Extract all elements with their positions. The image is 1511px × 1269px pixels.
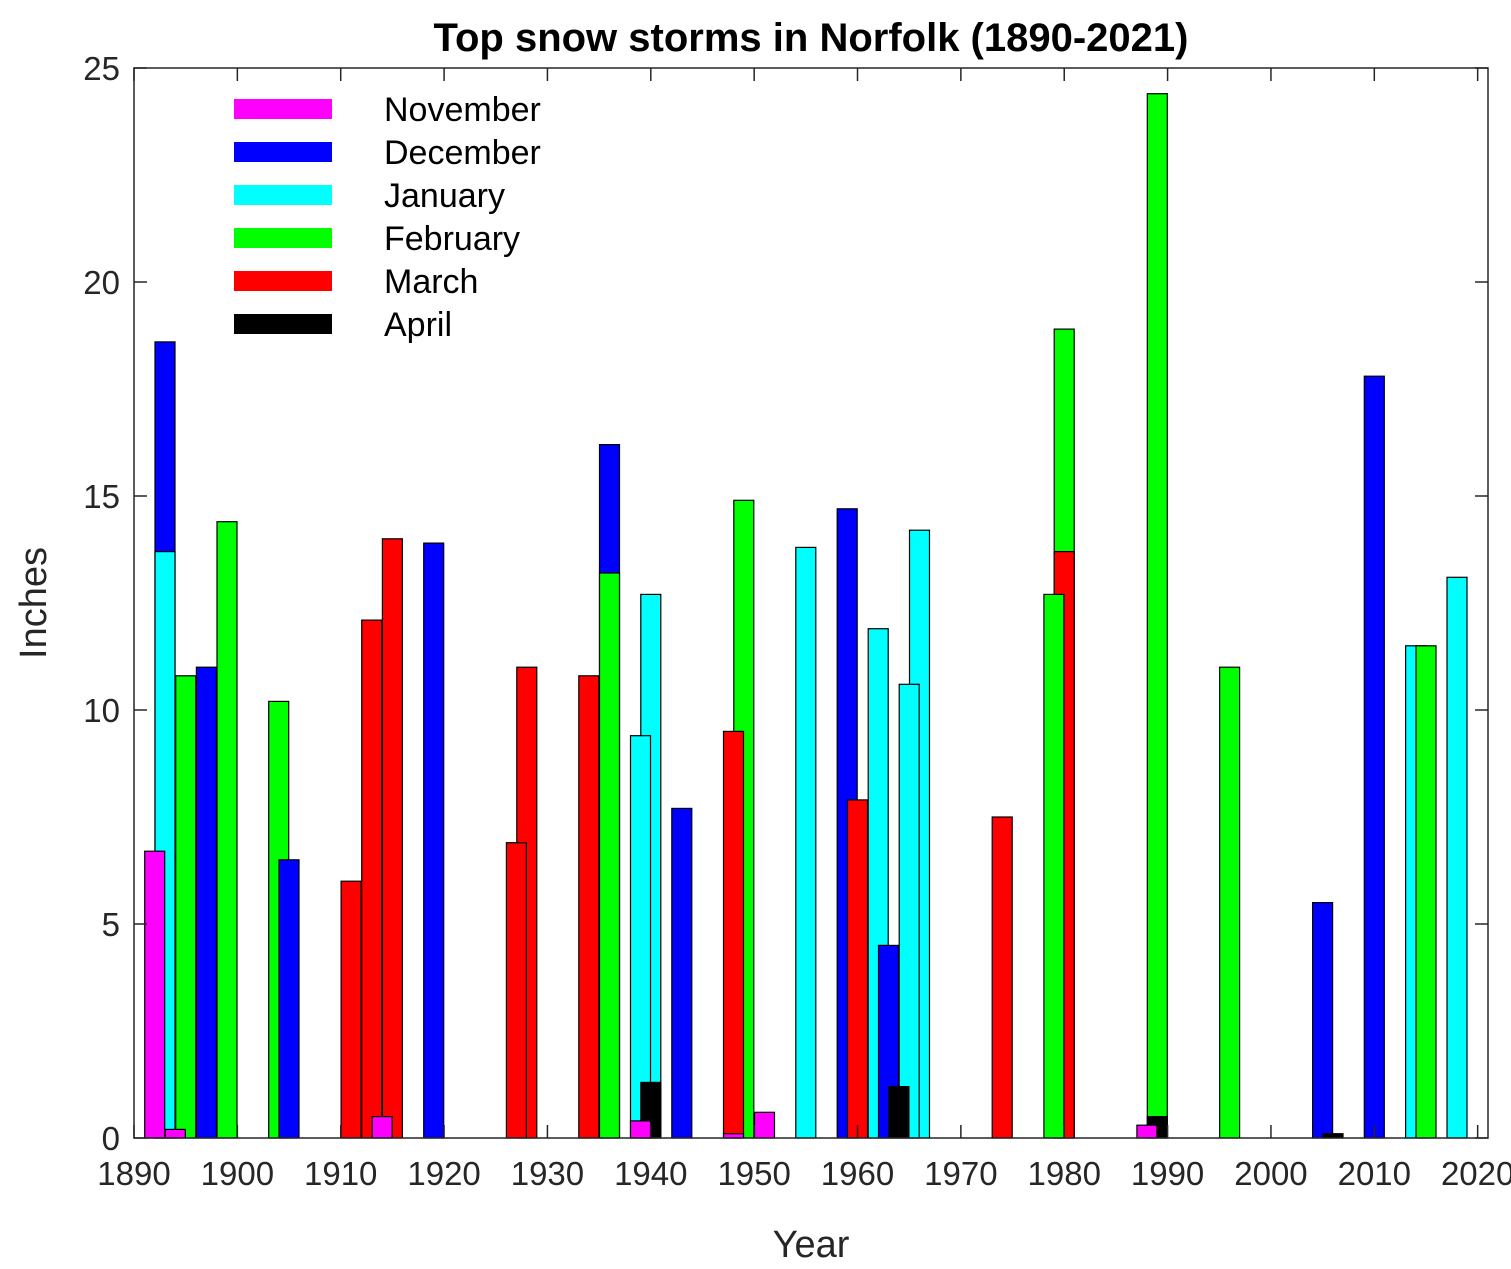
- x-tick-label: 1960: [821, 1155, 894, 1192]
- y-tick-label: 15: [83, 478, 120, 515]
- legend: November December January February March Apri…: [234, 91, 541, 344]
- bar-february-1989: [1146, 93, 1168, 1139]
- x-tick-label: 1990: [1131, 1155, 1204, 1192]
- plot-area: [144, 93, 1468, 1139]
- x-tick-label: 1930: [511, 1155, 584, 1192]
- x-tick-label: 1950: [717, 1155, 790, 1192]
- bar-march-1913: [361, 619, 383, 1139]
- bar-march-1934: [578, 675, 600, 1139]
- axes-box: [133, 67, 1489, 1139]
- bar-december-1919: [423, 542, 445, 1139]
- bar-march-1915: [381, 538, 403, 1139]
- axis-ticks: 1890 1900 1910 1920 1930 1940 1950 1960 1970 1980…: [83, 50, 1511, 1192]
- x-tick-label: 1890: [97, 1155, 170, 1192]
- x-tick-label: 2000: [1234, 1155, 1307, 1192]
- y-tick-label: 5: [102, 906, 120, 943]
- bar-january-1939: [629, 735, 652, 1139]
- bar-march-1927: [505, 842, 527, 1139]
- y-tick-label: 25: [83, 50, 120, 87]
- bar-april-1964: [888, 1085, 910, 1139]
- x-tick-label: 1920: [407, 1155, 480, 1192]
- bar-november-1894: [164, 1128, 186, 1139]
- bar-february-2015: [1415, 645, 1437, 1139]
- y-axis-label: Inches: [13, 547, 55, 659]
- bar-february-1899: [216, 521, 238, 1139]
- legend-label-february: February: [384, 220, 520, 258]
- y-tick-label: 20: [83, 264, 120, 301]
- x-tick-label: 2020: [1441, 1155, 1511, 1192]
- y-tick-label: 0: [102, 1120, 120, 1157]
- bar-december-1943: [671, 807, 693, 1139]
- x-tick-label: 1970: [924, 1155, 997, 1192]
- x-tick-label: 1910: [304, 1155, 377, 1192]
- bar-december-2005: [1311, 901, 1334, 1139]
- legend-swatch-january: [234, 185, 332, 205]
- chart-title: Top snow storms in Norfolk (1890-2021): [434, 16, 1189, 60]
- legend-label-december: December: [384, 134, 541, 172]
- y-tick-label: 10: [83, 692, 120, 729]
- bar-december-2010: [1363, 375, 1385, 1139]
- legend-swatch-november: [234, 99, 332, 119]
- bar-february-1996: [1218, 666, 1241, 1139]
- bar-march-1974: [991, 816, 1013, 1139]
- bar-november-1892: [144, 850, 166, 1139]
- bar-january-2018: [1446, 576, 1468, 1139]
- bar-january-1955: [795, 546, 817, 1139]
- bar-november-1939: [629, 1120, 652, 1139]
- bar-december-1897: [195, 666, 217, 1139]
- bar-march-1948: [722, 730, 745, 1139]
- legend-swatch-december: [234, 142, 332, 162]
- bar-february-1895: [175, 675, 197, 1139]
- legend-swatch-march: [234, 271, 332, 291]
- x-tick-label: 1980: [1028, 1155, 1101, 1192]
- bar-november-1951: [753, 1111, 776, 1139]
- x-tick-label: 2010: [1338, 1155, 1411, 1192]
- bar-february-1979: [1043, 593, 1065, 1139]
- bar-november-1914: [371, 1115, 393, 1139]
- bar-november-1988: [1136, 1124, 1158, 1139]
- x-tick-label: 1940: [614, 1155, 687, 1192]
- bar-february-1936: [598, 572, 621, 1139]
- bar-december-1905: [278, 859, 300, 1139]
- legend-label-april: April: [384, 306, 452, 344]
- bar-january-1965: [898, 683, 920, 1139]
- legend-label-january: January: [384, 177, 505, 215]
- bar-march-1911: [340, 880, 362, 1139]
- legend-swatch-february: [234, 228, 332, 248]
- legend-label-november: November: [384, 91, 541, 129]
- bar-march-1960: [846, 799, 869, 1139]
- legend-label-march: March: [384, 263, 478, 301]
- x-tick-label: 1900: [201, 1155, 274, 1192]
- legend-swatch-april: [234, 314, 332, 334]
- x-axis-label: Year: [773, 1224, 850, 1266]
